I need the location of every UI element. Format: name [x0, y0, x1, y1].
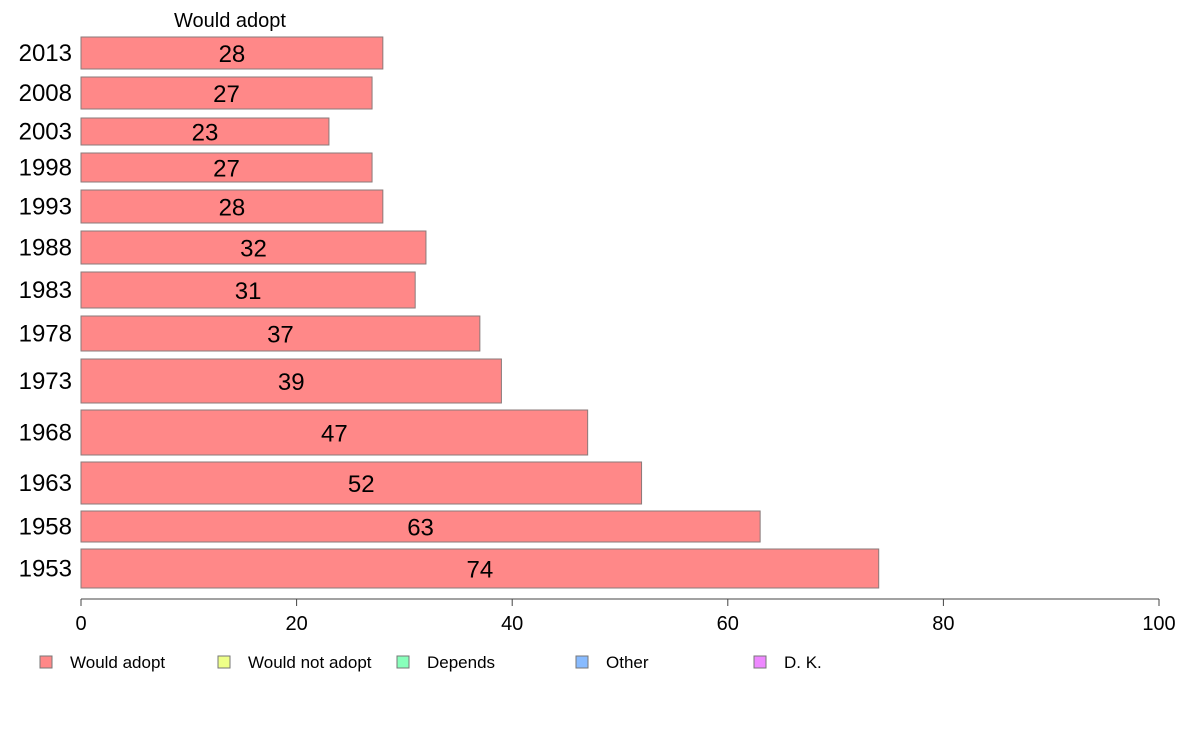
bar [80, 117, 330, 146]
legend-swatch [396, 655, 410, 669]
data-label: 39 [278, 369, 305, 396]
data-label: 74 [467, 557, 494, 584]
bar [80, 152, 373, 183]
bar [80, 315, 481, 352]
category-label: 1988 [19, 235, 72, 262]
data-label: 27 [213, 156, 240, 183]
bar [80, 548, 880, 589]
x-tick-label: 60 [717, 613, 739, 635]
column-header: Would adopt [174, 10, 286, 32]
category-label: 1958 [19, 514, 72, 541]
category-label: 1953 [19, 556, 72, 583]
bar [80, 461, 643, 505]
data-label: 28 [219, 41, 246, 68]
category-label: 1993 [19, 194, 72, 221]
data-label: 27 [213, 81, 240, 108]
category-label: 1973 [19, 368, 72, 395]
x-tick-label: 20 [285, 613, 307, 635]
bar [80, 358, 502, 404]
category-label: 1998 [19, 155, 72, 182]
legend-swatch [39, 655, 53, 669]
category-label: 1978 [19, 321, 72, 348]
data-label: 52 [348, 471, 375, 498]
x-tick-label: 40 [501, 613, 523, 635]
x-tick-label: 100 [1142, 613, 1175, 635]
legend-swatch [575, 655, 589, 669]
data-label: 23 [192, 120, 219, 147]
category-label: 2008 [19, 80, 72, 107]
legend-label: Would not adopt [248, 653, 372, 672]
category-label: 1963 [19, 470, 72, 497]
legend-swatch [753, 655, 767, 669]
bars-group: 2013 28 2008 27 2003 23 1998 27 1993 28 1988 32 1983… [19, 36, 880, 589]
data-label: 28 [219, 195, 246, 222]
x-axis: 0 20 40 60 80 100 [75, 598, 1176, 635]
legend-label: Other [606, 653, 649, 672]
category-label: 2013 [19, 40, 72, 67]
bar [80, 409, 589, 456]
x-tick-label: 80 [932, 613, 954, 635]
legend-label: Depends [427, 653, 495, 672]
data-label: 37 [267, 322, 294, 349]
data-label: 63 [407, 515, 434, 542]
legend-label: Would adopt [70, 653, 165, 672]
bar [80, 230, 427, 265]
bar [80, 76, 373, 110]
bar [80, 271, 416, 309]
legend-label: D. K. [784, 653, 822, 672]
data-label: 31 [235, 278, 262, 305]
legend-swatch [217, 655, 231, 669]
x-tick-label: 0 [75, 613, 86, 635]
legend: Would adopt Would not adopt Depends Other D.… [39, 653, 822, 672]
data-label: 47 [321, 421, 348, 448]
category-label: 2003 [19, 119, 72, 146]
category-label: 1968 [19, 420, 72, 447]
data-label: 32 [240, 236, 267, 263]
bar [80, 189, 384, 224]
bar [80, 36, 384, 70]
bar [80, 510, 761, 543]
category-label: 1983 [19, 277, 72, 304]
